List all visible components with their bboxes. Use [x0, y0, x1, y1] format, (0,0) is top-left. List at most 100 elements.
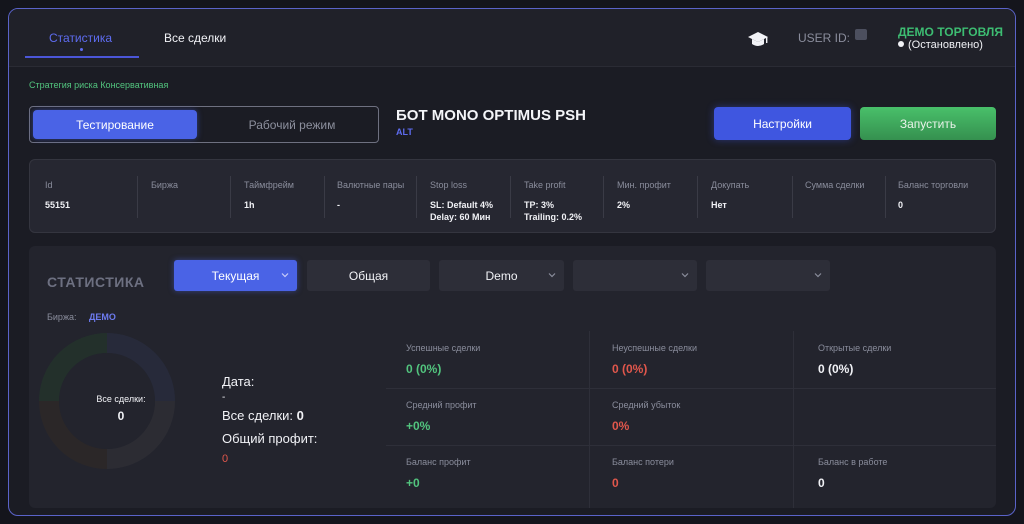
tab-all-deals[interactable]: Все сделки	[164, 31, 227, 45]
all-deals-value: 0	[296, 408, 304, 423]
start-button[interactable]: Запустить	[860, 107, 996, 140]
stat-label: Средний убыток	[612, 400, 681, 410]
deals-donut-chart	[39, 333, 175, 469]
date-label: Дата:	[222, 374, 255, 389]
param-label: Валютные пары	[337, 180, 405, 190]
stat-value: 0	[818, 476, 825, 490]
period-current-select[interactable]: Текущая	[174, 260, 297, 291]
filter-select[interactable]	[706, 260, 830, 291]
take-profit-value: TP: 3%	[524, 200, 555, 210]
param-value: -	[337, 200, 340, 210]
divider	[324, 176, 325, 218]
mode-testing-button[interactable]: Тестирование	[33, 110, 197, 139]
param-label: Мин. профит	[617, 180, 671, 190]
param-label: Биржа	[151, 180, 178, 190]
stat-value: +0	[406, 476, 420, 490]
stat-label: Открытые сделки	[818, 343, 892, 353]
stat-value: 0 (0%)	[406, 362, 442, 376]
statistics-title: СТАТИСТИКА	[47, 274, 145, 290]
bot-parameters-panel: Id 55151 Биржа Таймфрейм 1h Валютные пар…	[29, 159, 996, 233]
stat-value: 0 (0%)	[818, 362, 854, 376]
stat-average-profit: Средний профит +0%	[386, 388, 589, 445]
mode-working-button[interactable]: Рабочий режим	[248, 117, 336, 132]
app-window: Статистика Все сделки USER ID: ДЕМО ТОРГ…	[8, 8, 1016, 516]
divider	[386, 388, 996, 389]
select-value: Demo	[485, 268, 518, 283]
param-label: Баланс торговли	[898, 180, 969, 190]
chevron-down-icon	[548, 273, 556, 278]
stat-label: Средний профит	[406, 400, 477, 410]
param-value: Нет	[711, 200, 727, 210]
divider	[603, 176, 604, 218]
divider	[230, 176, 231, 218]
stat-empty	[798, 388, 1001, 445]
divider	[793, 331, 794, 508]
param-value: 0	[898, 200, 904, 210]
settings-button[interactable]: Настройки	[714, 107, 851, 140]
bot-subtitle: ALT	[396, 127, 413, 137]
filter-select[interactable]	[573, 260, 697, 291]
stat-working-balance: Баланс в работе 0	[798, 445, 1001, 502]
tab-statistics[interactable]: Статистика	[49, 31, 113, 45]
bot-name: БОТ MONO OPTIMUS PSH	[396, 107, 586, 124]
divider	[510, 176, 511, 218]
chevron-down-icon	[281, 273, 289, 278]
param-label: Таймфрейм	[244, 180, 294, 190]
stat-label: Успешные сделки	[406, 343, 481, 353]
stats-grid: Успешные сделки 0 (0%) Неуспешные сделки…	[386, 331, 996, 508]
divider	[792, 176, 793, 218]
stat-average-loss: Средний убыток 0%	[592, 388, 795, 445]
exchange-label: Биржа:	[47, 312, 77, 322]
param-label: Id	[45, 180, 53, 190]
user-id-label: USER ID:	[798, 31, 851, 45]
param-label: Take profit	[524, 180, 566, 190]
divider	[386, 445, 996, 446]
stat-value: 0 (0%)	[612, 362, 648, 376]
active-tab-underline	[25, 56, 139, 58]
period-general-button[interactable]: Общая	[307, 260, 430, 291]
total-profit-label: Общий профит:	[222, 431, 318, 446]
divider	[137, 176, 138, 218]
exchange-value: ДЕМО	[89, 312, 116, 322]
stat-value: 0	[612, 476, 619, 490]
stat-open-deals: Открытые сделки 0 (0%)	[798, 331, 1001, 388]
stat-value: +0%	[406, 419, 431, 433]
stat-value: 0%	[612, 419, 630, 433]
take-profit-trailing: Trailing: 0.2%	[524, 212, 583, 222]
total-profit-value: 0	[222, 453, 229, 465]
param-value: TP: 3% Trailing: 0.2%	[524, 199, 582, 223]
date-value: -	[222, 392, 226, 403]
graduation-cap-icon[interactable]	[747, 29, 769, 49]
user-id-value	[855, 29, 867, 40]
divider	[589, 331, 590, 508]
param-value: 2%	[617, 200, 631, 210]
stat-loss-balance: Баланс потери 0	[592, 445, 795, 502]
donut-value: 0	[117, 409, 125, 423]
param-value: 55151	[45, 200, 71, 210]
account-mode-title: ДЕМО ТОРГОВЛЯ	[898, 25, 1003, 39]
account-status: (Остановлено)	[898, 39, 983, 51]
divider	[885, 176, 886, 218]
all-deals-summary: Все сделки: 0	[222, 408, 304, 423]
param-label: Stop loss	[430, 180, 468, 190]
risk-strategy-text: Стратегия риска Консервативная	[29, 80, 169, 90]
donut-label: Все сделки:	[96, 394, 146, 404]
chevron-down-icon	[814, 273, 822, 278]
divider	[416, 176, 417, 218]
active-tab-dot	[80, 48, 83, 51]
top-bar: Статистика Все сделки USER ID: ДЕМО ТОРГ…	[9, 9, 1015, 67]
stat-label: Баланс профит	[406, 457, 471, 467]
stat-label: Неуспешные сделки	[612, 343, 698, 353]
divider	[697, 176, 698, 218]
param-label: Докупать	[711, 180, 750, 190]
stat-label: Баланс потери	[612, 457, 674, 467]
exchange-select[interactable]: Demo	[439, 260, 564, 291]
mode-switch: Тестирование Рабочий режим	[29, 106, 379, 143]
stop-loss-delay: Delay: 60 Мин	[430, 212, 491, 222]
select-value: Текущая	[211, 268, 260, 283]
chevron-down-icon	[681, 273, 689, 278]
stat-profit-balance: Баланс профит +0	[386, 445, 589, 502]
stop-loss-value: SL: Default 4%	[430, 200, 494, 210]
all-deals-label: Все сделки:	[222, 408, 294, 423]
param-value: SL: Default 4% Delay: 60 Мин	[430, 199, 493, 223]
